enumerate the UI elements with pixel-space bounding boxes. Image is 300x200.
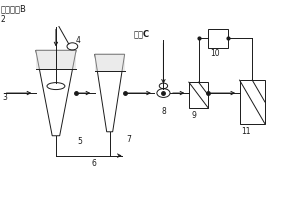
Polygon shape	[95, 54, 124, 71]
Text: 5: 5	[78, 137, 82, 146]
Text: 11: 11	[241, 127, 250, 136]
Text: 9: 9	[192, 111, 197, 120]
Text: 6: 6	[92, 159, 97, 168]
Text: 3: 3	[2, 93, 7, 102]
Text: 7: 7	[126, 135, 131, 144]
Text: 8: 8	[162, 107, 167, 116]
Text: 10: 10	[211, 49, 220, 58]
Text: 药剂C: 药剂C	[134, 29, 150, 38]
Text: 组合药剂B: 组合药剂B	[1, 5, 27, 14]
Text: 2: 2	[1, 15, 5, 24]
Polygon shape	[36, 50, 76, 69]
Bar	[189, 82, 208, 108]
Bar	[208, 28, 228, 48]
Text: 4: 4	[76, 36, 81, 45]
